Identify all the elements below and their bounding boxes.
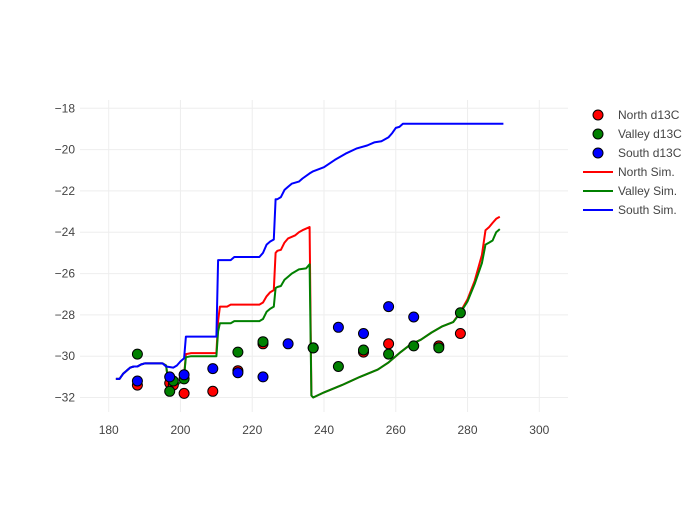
point-valley-d13c xyxy=(232,346,244,358)
legend-label-south-d13c: South d13C xyxy=(618,146,682,160)
point-south-d13c xyxy=(332,321,344,333)
line-south-sim xyxy=(115,122,504,380)
legend-marker-north-d13c xyxy=(592,109,604,121)
legend-label-valley-d13c: Valley d13C xyxy=(618,127,682,141)
gridlines xyxy=(80,100,568,412)
point-valley-d13c xyxy=(131,348,143,360)
point-north-d13c xyxy=(454,328,466,339)
point-south-d13c xyxy=(408,311,420,323)
line-north-sim xyxy=(115,215,501,399)
point-south-d13c xyxy=(383,301,395,313)
y-tick-label: −24 xyxy=(55,225,76,239)
legend: North d13C Valley d13C South d13C North Sim… xyxy=(583,108,682,217)
legend-marker-valley-d13c xyxy=(592,128,604,140)
y-tick-label: −22 xyxy=(55,184,76,198)
point-valley-d13c xyxy=(307,342,319,354)
point-valley-d13c xyxy=(454,307,466,319)
point-south-d13c xyxy=(178,369,190,381)
y-tick-label: −30 xyxy=(55,349,76,363)
point-valley-d13c xyxy=(383,348,395,360)
x-tick-label: 260 xyxy=(386,423,406,437)
point-south-d13c xyxy=(282,338,294,350)
observation-markers xyxy=(131,301,466,399)
line-valley-sim xyxy=(115,228,501,399)
point-valley-d13c xyxy=(164,385,176,397)
y-tick-label: −26 xyxy=(55,267,76,281)
y-tick-label: −28 xyxy=(55,308,76,322)
x-tick-label: 180 xyxy=(99,423,119,437)
point-valley-d13c xyxy=(408,340,420,352)
legend-marker-south-d13c xyxy=(592,147,604,159)
x-tick-label: 240 xyxy=(314,423,334,437)
point-south-d13c xyxy=(232,367,244,379)
point-south-d13c xyxy=(131,375,143,387)
point-north-d13c xyxy=(383,338,395,350)
y-tick-label: −20 xyxy=(55,143,76,157)
x-tick-label: 220 xyxy=(242,423,262,437)
x-tick-label: 280 xyxy=(458,423,478,437)
legend-label-north-sim: North Sim. xyxy=(618,165,675,179)
y-tick-label: −18 xyxy=(55,101,76,115)
point-valley-d13c xyxy=(257,336,269,348)
point-valley-d13c xyxy=(358,344,369,356)
legend-label-south-sim: South Sim. xyxy=(618,203,677,217)
point-north-d13c xyxy=(207,385,219,397)
point-north-d13c xyxy=(178,387,190,399)
simulation-lines xyxy=(115,122,504,399)
point-south-d13c xyxy=(207,363,219,375)
point-valley-d13c xyxy=(433,342,445,354)
point-south-d13c xyxy=(164,371,176,383)
legend-label-north-d13c: North d13C xyxy=(618,108,680,122)
point-south-d13c xyxy=(257,371,269,383)
axes: −18 −20 −22 −24 −26 −28 −30 −32 180 200 220 240 260 2… xyxy=(55,101,550,437)
y-tick-label: −32 xyxy=(55,391,76,405)
point-valley-d13c xyxy=(332,361,344,372)
x-tick-label: 300 xyxy=(529,423,549,437)
legend-label-valley-sim: Valley Sim. xyxy=(618,184,677,198)
point-south-d13c xyxy=(358,328,369,339)
x-tick-label: 200 xyxy=(170,423,190,437)
